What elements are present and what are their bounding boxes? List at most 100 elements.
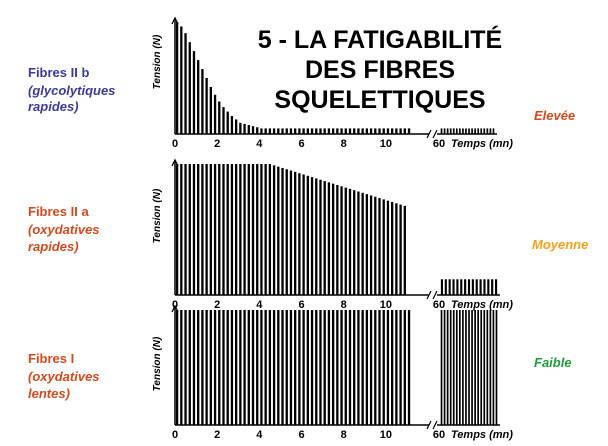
bar-after-break bbox=[452, 279, 455, 295]
bar bbox=[277, 128, 280, 134]
fibre-desc-line-2: rapides) bbox=[28, 99, 79, 114]
bar bbox=[188, 42, 191, 134]
bar-after-break bbox=[465, 128, 467, 134]
bar bbox=[319, 310, 322, 425]
fibre-desc-line-2: lentes) bbox=[28, 386, 70, 401]
bar bbox=[407, 128, 411, 134]
bar bbox=[209, 310, 213, 425]
bar bbox=[239, 310, 242, 425]
bar-after-break bbox=[440, 128, 443, 134]
bar bbox=[378, 128, 381, 134]
bar bbox=[180, 26, 183, 135]
bar-after-break bbox=[449, 310, 452, 425]
x-tick-label: 60 bbox=[433, 299, 445, 311]
bar bbox=[285, 128, 288, 134]
bar-after-break bbox=[452, 310, 455, 425]
panel-fibres-2b: Fibres II b (glycolytiques rapides) Elev… bbox=[28, 16, 575, 150]
bar bbox=[209, 164, 213, 295]
bar-after-break bbox=[483, 310, 486, 425]
bar bbox=[323, 181, 326, 295]
bar-after-break bbox=[446, 128, 449, 134]
bar bbox=[222, 107, 225, 134]
bar bbox=[213, 310, 217, 425]
bar bbox=[306, 128, 309, 134]
bar bbox=[234, 164, 238, 295]
title-line-1: 5 - LA FATIGABILITÉ bbox=[258, 25, 502, 54]
bar bbox=[399, 204, 402, 295]
bar bbox=[205, 78, 208, 134]
bar bbox=[197, 310, 200, 425]
bar bbox=[289, 170, 293, 295]
bar bbox=[243, 164, 246, 295]
bar bbox=[369, 310, 373, 425]
x-tick-label: 10 bbox=[380, 138, 392, 150]
chart-fibres-1: 0 2 4 6 8 10 60 Temps (mn) Tension (N) bbox=[152, 304, 513, 441]
x-tick-label: 6 bbox=[298, 429, 304, 441]
bar bbox=[407, 310, 411, 425]
bar bbox=[230, 164, 234, 295]
bar bbox=[218, 101, 221, 134]
panel-fibres-2a: Fibres II a (oxydatives rapides) Moyenne… bbox=[28, 158, 588, 311]
bar bbox=[188, 310, 191, 425]
bar bbox=[390, 201, 394, 295]
y-axis-label: Tension (N) bbox=[152, 34, 163, 89]
panel-fibres-1: Fibres I (oxydatives lentes) Faible 0 2 4 6… bbox=[28, 304, 572, 441]
bar-after-break bbox=[444, 279, 447, 295]
bar bbox=[315, 310, 318, 425]
bar bbox=[390, 128, 394, 134]
title-line-3: SQUELETTIQUES bbox=[274, 86, 485, 114]
bar-after-break bbox=[483, 128, 486, 134]
bar bbox=[256, 127, 259, 134]
bar bbox=[357, 310, 360, 425]
bar bbox=[306, 310, 309, 425]
bar bbox=[184, 310, 187, 425]
bar-after-break bbox=[468, 128, 470, 134]
bar bbox=[310, 310, 314, 425]
bar bbox=[197, 164, 200, 295]
bar bbox=[192, 310, 196, 425]
bar bbox=[226, 310, 229, 425]
bar bbox=[353, 128, 356, 134]
bar bbox=[239, 164, 242, 295]
bar bbox=[180, 164, 183, 295]
bar bbox=[361, 192, 364, 295]
bar-after-break bbox=[480, 128, 483, 134]
bar bbox=[192, 164, 196, 295]
bar-after-break bbox=[459, 310, 461, 425]
bar bbox=[298, 310, 301, 425]
chart-fibres-2a: 0 2 4 6 8 10 60 Temps (mn)Tension (N) bbox=[152, 158, 513, 311]
bar bbox=[331, 183, 335, 295]
bar-after-break bbox=[479, 279, 482, 295]
bar bbox=[256, 164, 259, 295]
bar bbox=[289, 128, 293, 134]
bar bbox=[395, 310, 398, 425]
bar bbox=[323, 310, 326, 425]
bar-after-break bbox=[459, 128, 461, 134]
x-axis-label: Temps (mn) bbox=[451, 138, 513, 150]
bar-after-break bbox=[471, 128, 473, 134]
bar bbox=[205, 164, 208, 295]
bar bbox=[365, 310, 369, 425]
bar bbox=[234, 119, 238, 134]
bar bbox=[302, 174, 305, 295]
x-tick-label: 8 bbox=[341, 299, 347, 311]
bar bbox=[327, 182, 331, 295]
bar bbox=[378, 310, 381, 425]
bar bbox=[243, 123, 246, 134]
bar bbox=[294, 310, 297, 425]
bar-after-break bbox=[475, 279, 478, 295]
fibre-desc-line-2: rapides) bbox=[28, 239, 79, 254]
bar bbox=[336, 184, 339, 295]
bar bbox=[382, 199, 385, 295]
chart-fibres-2b: 0 2 4 6 8 10 60 Temps (mn) Tension (N) bbox=[152, 16, 513, 150]
bar-after-break bbox=[467, 279, 471, 295]
bar bbox=[390, 310, 394, 425]
bar-after-break bbox=[487, 279, 490, 295]
bar bbox=[348, 188, 352, 295]
bar bbox=[357, 128, 360, 134]
bar bbox=[272, 165, 276, 295]
axis-break-mark bbox=[426, 420, 438, 430]
bar bbox=[374, 310, 377, 425]
bar bbox=[336, 128, 339, 134]
